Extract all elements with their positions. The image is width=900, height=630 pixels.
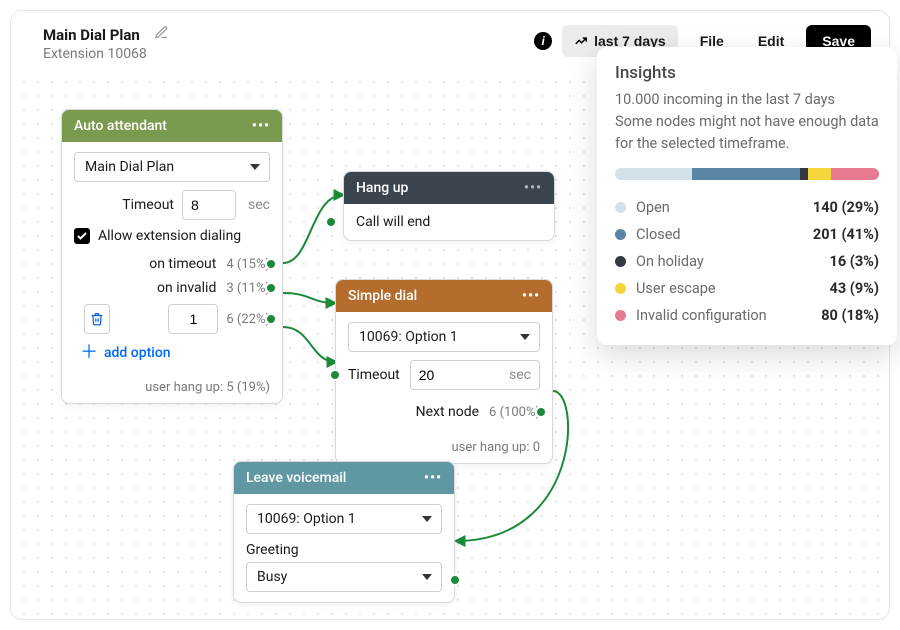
output-on-timeout[interactable]: on timeout 4 (15%) (74, 252, 270, 276)
insights-row: Invalid configuration 80 (18%) (615, 302, 879, 329)
add-option-label: add option (104, 345, 171, 361)
trash-icon (90, 312, 104, 326)
insights-row: On holiday 16 (3%) (615, 248, 879, 275)
more-icon[interactable]: ••• (522, 288, 540, 304)
output-stat: 4 (15%) (226, 257, 270, 272)
output-port[interactable] (265, 313, 277, 325)
swatch-icon (615, 256, 626, 267)
insights-bar-segment (808, 168, 832, 180)
insights-row: User escape 43 (9%) (615, 275, 879, 302)
swatch-icon (615, 310, 626, 321)
insights-row: Closed 201 (41%) (615, 221, 879, 248)
insights-bar-segment (692, 168, 800, 180)
insights-row-value: 140 (29%) (813, 199, 879, 216)
more-icon[interactable]: ••• (524, 180, 542, 196)
insights-row-value: 16 (3%) (830, 253, 879, 270)
output-stat: 3 (11%) (226, 281, 270, 296)
output-option-1[interactable]: 6 (22%) (74, 300, 270, 338)
plan-select[interactable]: Main Dial Plan (74, 152, 270, 182)
output-port[interactable] (265, 282, 277, 294)
node-header: Simple dial ••• (336, 280, 552, 312)
node-footer: user hang up: 0 (336, 434, 552, 463)
insights-row: Open 140 (29%) (615, 194, 879, 221)
node-header: Leave voicemail ••• (234, 462, 454, 494)
delete-option-button[interactable] (84, 304, 110, 334)
hang-up-text: Call will end (356, 214, 430, 230)
insights-row-value: 80 (18%) (821, 307, 879, 324)
timeout-unit: sec (248, 197, 270, 213)
page-subtitle: Extension 10068 (43, 46, 169, 62)
timeout-label: Timeout (122, 197, 174, 213)
info-icon[interactable]: i (534, 32, 552, 50)
output-port[interactable] (265, 258, 277, 270)
input-port[interactable] (325, 216, 337, 228)
insights-summary: 10.000 incoming in the last 7 days Some … (615, 89, 879, 154)
timeout-input[interactable] (182, 190, 236, 220)
swatch-icon (615, 229, 626, 240)
insights-bar-segment (615, 168, 692, 180)
vm-target-select[interactable]: 10069: Option 1 (246, 504, 442, 534)
node-title: Simple dial (348, 288, 417, 304)
insights-distribution-bar (615, 168, 879, 180)
more-icon[interactable]: ••• (424, 470, 442, 486)
dial-target-select[interactable]: 10069: Option 1 (348, 322, 540, 352)
editor-panel: Main Dial Plan Extension 10068 i last 7 … (10, 10, 890, 620)
trend-icon (574, 34, 588, 48)
input-port[interactable] (449, 574, 461, 586)
app-root: Main Dial Plan Extension 10068 i last 7 … (0, 0, 900, 630)
insights-row-label: On holiday (636, 253, 704, 270)
plus-icon: ＋ (80, 344, 98, 362)
node-simple-dial[interactable]: Simple dial ••• 10069: Option 1 Timeout … (335, 279, 553, 464)
option-key-input[interactable] (168, 304, 218, 334)
output-next-node[interactable]: Next node 6 (100%) (348, 400, 540, 424)
output-port[interactable] (535, 406, 547, 418)
timeout-unit: sec (509, 367, 531, 383)
node-title: Leave voicemail (246, 470, 346, 486)
node-title: Auto attendant (74, 118, 167, 134)
node-auto-attendant[interactable]: Auto attendant ••• Main Dial Plan Timeou… (61, 109, 283, 404)
node-footer: user hang up: 5 (19%) (62, 374, 282, 403)
swatch-icon (615, 283, 626, 294)
greeting-value: Busy (257, 569, 287, 585)
node-title: Hang up (356, 180, 408, 196)
timeout-input[interactable] (411, 361, 471, 389)
dial-target-value: 10069: Option 1 (359, 329, 458, 345)
insights-row-label: Open (636, 199, 670, 216)
allow-ext-checkbox[interactable] (74, 228, 90, 244)
vm-target-value: 10069: Option 1 (257, 511, 356, 527)
insights-bar-segment (831, 168, 879, 180)
node-hang-up[interactable]: Hang up ••• Call will end (343, 171, 555, 241)
insights-row-label: User escape (636, 280, 716, 297)
output-label: on invalid (157, 280, 216, 296)
insights-title: Insights (615, 63, 879, 83)
input-port[interactable] (329, 369, 341, 381)
output-stat: 6 (22%) (226, 312, 270, 327)
output-stat: 6 (100%) (489, 405, 540, 420)
insights-panel: Insights 10.000 incoming in the last 7 d… (597, 47, 897, 345)
page-title: Main Dial Plan (43, 26, 140, 44)
allow-ext-label: Allow extension dialing (98, 228, 241, 244)
insights-bar-segment (800, 168, 808, 180)
output-label: on timeout (149, 256, 216, 272)
output-label: Next node (416, 404, 479, 420)
insights-row-label: Closed (636, 226, 681, 243)
header-left: Main Dial Plan Extension 10068 (43, 25, 169, 62)
insights-legend: Open 140 (29%) Closed 201 (41%) On holiday 16… (615, 194, 879, 329)
more-icon[interactable]: ••• (252, 118, 270, 134)
timeout-label: Timeout (348, 367, 400, 383)
output-on-invalid[interactable]: on invalid 3 (11%) (74, 276, 270, 300)
swatch-icon (615, 202, 626, 213)
node-leave-voicemail[interactable]: Leave voicemail ••• 10069: Option 1 Gree… (233, 461, 455, 603)
plan-select-value: Main Dial Plan (85, 159, 174, 175)
pencil-icon[interactable] (154, 25, 169, 44)
insights-row-value: 201 (41%) (813, 226, 879, 243)
insights-row-label: Invalid configuration (636, 307, 767, 324)
add-option-button[interactable]: ＋ add option (74, 338, 270, 364)
node-header: Hang up ••• (344, 172, 554, 204)
greeting-label: Greeting (246, 542, 442, 558)
node-header: Auto attendant ••• (62, 110, 282, 142)
insights-row-value: 43 (9%) (830, 280, 879, 297)
greeting-select[interactable]: Busy (246, 562, 442, 592)
